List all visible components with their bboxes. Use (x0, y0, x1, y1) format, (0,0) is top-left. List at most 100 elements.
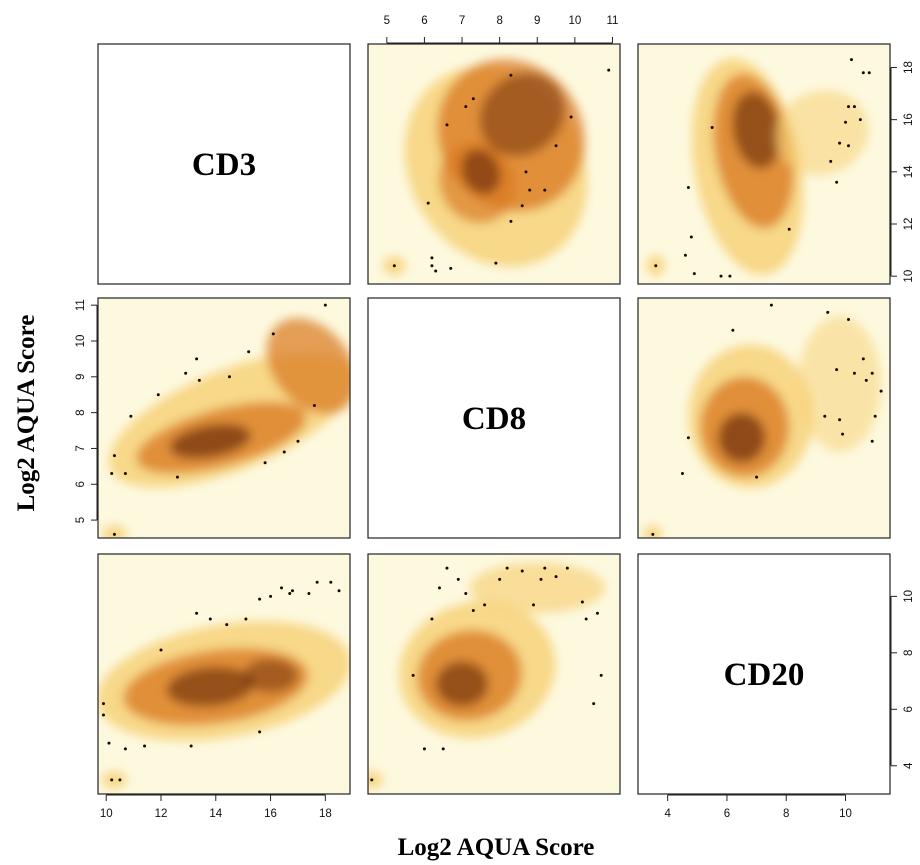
density-blob (775, 90, 869, 176)
tick-label: 8 (496, 15, 502, 27)
outlier-point (849, 58, 853, 62)
outlier-point (107, 741, 111, 745)
x-axis-top-cd8: 5 6 7 8 9 10 11 (384, 15, 618, 44)
outlier-point (129, 414, 133, 418)
tick-label: 10 (903, 590, 915, 603)
outlier-point (728, 274, 732, 278)
outlier-point (195, 611, 199, 615)
outlier-point (852, 105, 856, 109)
outlier-point (494, 261, 498, 265)
outlier-point (445, 566, 449, 570)
outlier-point (769, 303, 773, 307)
outlier-point (864, 378, 868, 382)
outlier-point (392, 264, 396, 268)
outlier-point (118, 778, 122, 782)
outlier-point (258, 730, 262, 734)
density-blob (798, 315, 882, 453)
density-layer (646, 58, 869, 277)
outlier-point (430, 256, 434, 260)
density-blob (102, 771, 127, 789)
outlier-point (520, 569, 524, 573)
outlier-point (464, 592, 468, 596)
outlier-point (456, 577, 460, 581)
variable-label: CD20 (724, 657, 805, 693)
panel-frame (97, 553, 351, 795)
outlier-point (323, 303, 327, 307)
outlier-point (554, 575, 558, 579)
outlier-point (101, 702, 105, 706)
density-blob (718, 412, 766, 463)
outlier-point (846, 105, 850, 109)
outlier-point (411, 673, 415, 677)
outlier-point (731, 328, 735, 332)
tick-label: 14 (209, 808, 222, 820)
outlier-point (208, 617, 212, 621)
panel-frame (97, 43, 351, 285)
outlier-point (175, 475, 179, 479)
outlier-point (449, 266, 453, 270)
density-blob (643, 525, 662, 538)
outlier-point (858, 118, 862, 122)
outlier-point (271, 332, 275, 336)
outlier-point (483, 603, 487, 607)
outlier-point (846, 144, 850, 148)
outlier-point (565, 566, 569, 570)
outlier-point (524, 170, 528, 174)
outlier-point (844, 120, 848, 124)
outlier-point (471, 97, 475, 101)
outlier-point (654, 264, 658, 268)
outlier-point (755, 475, 759, 479)
outlier-point (337, 589, 341, 593)
outlier-points (370, 566, 603, 782)
panel-cd20-vs-cd3 (637, 43, 891, 285)
outlier-point (441, 747, 445, 751)
y-axis-left-cd8: 5 6 7 8 9 10 11 (75, 299, 98, 523)
outlier-point (539, 577, 543, 581)
outlier-point (870, 439, 874, 443)
outlier-point (307, 592, 311, 596)
outlier-point (846, 317, 850, 321)
outlier-point (280, 586, 284, 590)
y-axis-right-cd20: 4 6 8 10 (890, 590, 915, 769)
outlier-point (838, 418, 842, 422)
tick-label: 6 (724, 808, 730, 820)
outlier-point (509, 73, 513, 77)
x-axis-bottom-cd20: 4 6 8 10 (664, 794, 852, 820)
outlier-point (592, 702, 596, 706)
outlier-point (841, 432, 845, 436)
panel-frame (637, 297, 891, 539)
density-layer (383, 59, 588, 275)
outlier-point (651, 532, 655, 536)
outlier-point (244, 617, 248, 621)
tick-label: 12 (155, 808, 168, 820)
tick-label: 12 (903, 218, 915, 231)
outlier-point (787, 227, 791, 231)
outlier-point (509, 219, 513, 223)
outlier-point (861, 71, 865, 75)
outlier-points (392, 68, 611, 273)
outlier-point (263, 461, 267, 465)
outlier-point (607, 68, 611, 72)
outlier-point (296, 439, 300, 443)
tick-label: 8 (75, 409, 87, 415)
outlier-point (686, 436, 690, 440)
outlier-point (189, 744, 193, 748)
outlier-point (719, 274, 723, 278)
outlier-point (247, 350, 251, 354)
outlier-point (258, 597, 262, 601)
density-blob (461, 149, 501, 195)
tick-label: 11 (75, 299, 87, 311)
tick-label: 4 (903, 762, 915, 769)
density-blob (243, 658, 298, 693)
outlier-point (835, 180, 839, 184)
density-blob (166, 666, 254, 707)
outlier-point (315, 580, 319, 584)
tick-label: 18 (903, 61, 915, 74)
outlier-point (156, 393, 160, 397)
tick-label: 5 (75, 517, 87, 523)
outlier-point (689, 235, 693, 239)
outlier-point (110, 472, 114, 476)
outlier-point (498, 577, 502, 581)
outlier-point (123, 472, 127, 476)
outlier-point (195, 357, 199, 361)
